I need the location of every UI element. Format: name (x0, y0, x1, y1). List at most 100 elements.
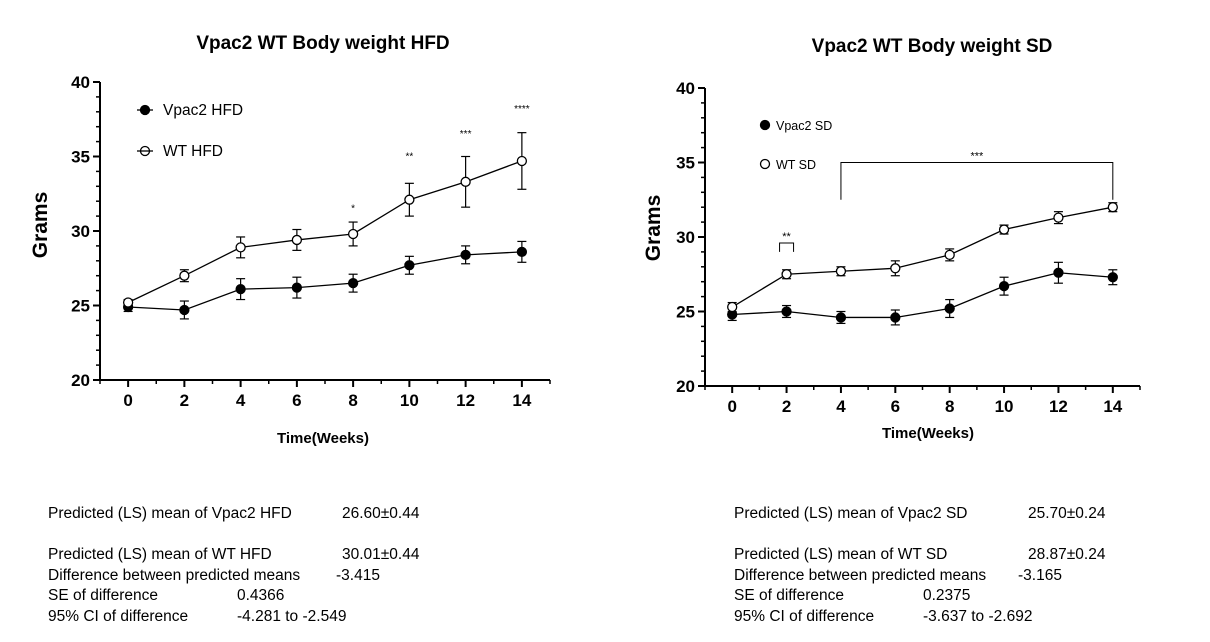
x-tick-label: 8 (945, 397, 954, 416)
y-tick-label: 20 (71, 371, 90, 390)
bracket-line (779, 242, 795, 252)
stat-value: -4.281 to -2.549 (237, 607, 347, 625)
y-tick-label: 20 (676, 377, 695, 396)
stat-row: Predicted (LS) mean of WT SD 28.87±0.24 (734, 545, 1204, 566)
data-point (998, 224, 1010, 235)
bracket-line (840, 162, 1114, 200)
y-tick-label: 40 (676, 79, 695, 98)
stats-hfd: Predicted (LS) mean of Vpac2 HFD 26.60±0.… (48, 504, 548, 627)
x-tick-label: 12 (1049, 397, 1068, 416)
data-point (1053, 212, 1064, 223)
data-point (516, 246, 528, 258)
data-point (1053, 267, 1064, 278)
data-point (347, 228, 359, 240)
x-tick-label: 2 (180, 391, 189, 410)
x-tick-label: 0 (727, 397, 736, 416)
x-tick-label: 12 (456, 391, 475, 410)
data-point (291, 234, 303, 246)
data-point (122, 297, 134, 308)
stat-row: SE of difference 0.4366 (48, 586, 548, 607)
legend-label: WT HFD (163, 143, 223, 160)
data-point (890, 263, 901, 274)
x-tick-label: 6 (292, 391, 301, 410)
stat-value: 30.01±0.44 (342, 546, 420, 563)
y-tick-label: 25 (71, 297, 90, 316)
significance-label: ** (405, 151, 413, 162)
data-point (404, 260, 415, 271)
series-line (731, 206, 1113, 308)
legend-label: Vpac2 HFD (163, 102, 243, 119)
y-tick-label: 25 (676, 303, 695, 322)
chart-sd: Vpac2 WT Body weight SD 20 25 30 35 40 0 2 4 6 8 10… (642, 36, 1141, 442)
stat-label: Predicted (LS) mean of Vpac2 HFD (48, 505, 292, 522)
stat-row: 95% CI of difference -3.637 to -2.692 (734, 607, 1204, 628)
data-point (460, 249, 471, 260)
series-filled (122, 240, 528, 320)
chart-hfd: Vpac2 WT Body weight HFD 20 25 30 35 40 0 2 4 6 8 1… (29, 33, 551, 447)
stat-value: -3.415 (336, 566, 380, 584)
data-point (179, 304, 190, 316)
series-open (727, 202, 1118, 313)
x-axis-title: Time(Weeks) (277, 430, 369, 447)
stat-row-spacer (48, 525, 548, 546)
series-line (128, 251, 522, 311)
y-tick-label: 35 (676, 154, 695, 173)
data-point (781, 269, 792, 280)
stat-label: SE of difference (48, 587, 159, 604)
x-axis-title: Time(Weeks) (882, 425, 974, 442)
data-point (1107, 272, 1118, 283)
x-tick-label: 14 (512, 391, 531, 410)
significance-bracket: *** (840, 151, 1114, 200)
stat-row: Predicted (LS) mean of WT HFD 30.01±0.44 (48, 545, 548, 566)
data-point (291, 282, 303, 293)
legend-marker (759, 119, 771, 131)
data-point (727, 301, 738, 313)
stat-label: Predicted (LS) mean of Vpac2 SD (734, 505, 968, 522)
stat-label: 95% CI of difference (48, 607, 189, 625)
stat-label: 95% CI of difference (734, 607, 875, 625)
x-tick-label: 0 (123, 391, 132, 410)
data-point (404, 194, 415, 205)
y-tick-label: 35 (71, 148, 90, 167)
data-point (998, 281, 1010, 292)
data-point (781, 306, 792, 317)
stat-row: Difference between predicted means -3.165 (734, 566, 1204, 587)
series-line (127, 160, 523, 304)
stat-label: Predicted (LS) mean of WT SD (734, 546, 948, 563)
series-filled (727, 261, 1118, 326)
stat-value: -3.165 (1018, 566, 1062, 584)
y-axis-title: Grams (29, 192, 52, 259)
y-tick-label: 40 (71, 73, 90, 92)
legend-label: Vpac2 SD (776, 119, 832, 133)
stat-value: -3.637 to -2.692 (923, 607, 1033, 625)
data-point (944, 249, 955, 261)
stat-row: 95% CI of difference -4.281 to -2.549 (48, 607, 548, 628)
y-tick-label: 30 (676, 228, 695, 247)
stat-label: Difference between predicted means (734, 566, 987, 584)
stat-row-spacer (734, 525, 1204, 546)
x-tick-label: 4 (236, 391, 246, 410)
x-tick-label: 14 (1103, 397, 1122, 416)
data-point (235, 242, 246, 253)
stat-value: 0.2375 (923, 587, 971, 604)
significance-bracket: ** (779, 231, 795, 252)
significance-label: *** (460, 129, 472, 140)
y-tick-label: 30 (71, 222, 90, 241)
data-point (516, 155, 528, 167)
data-point (835, 266, 847, 277)
stat-label: Difference between predicted means (48, 566, 301, 584)
significance-label: ** (782, 231, 791, 243)
stat-row: SE of difference 0.2375 (734, 586, 1204, 607)
x-tick-label: 2 (782, 397, 791, 416)
x-tick-label: 8 (348, 391, 357, 410)
x-tick-label: 10 (400, 391, 419, 410)
data-point (179, 270, 190, 281)
stat-row: Predicted (LS) mean of Vpac2 SD 25.70±0.2… (734, 504, 1204, 525)
stat-row: Predicted (LS) mean of Vpac2 HFD 26.60±0.… (48, 504, 548, 525)
legend-label: WT SD (776, 158, 816, 172)
significance-label: **** (514, 104, 530, 115)
stat-label: SE of difference (734, 587, 845, 604)
series-line (732, 272, 1113, 319)
data-point (347, 277, 359, 289)
